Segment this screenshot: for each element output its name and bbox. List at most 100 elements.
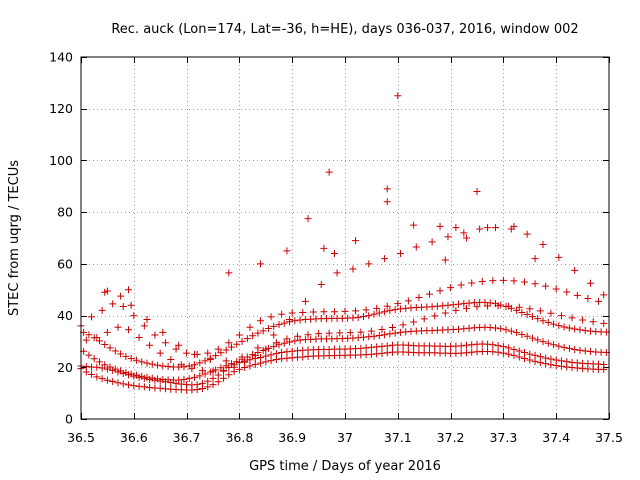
data-point <box>85 351 93 359</box>
data-point <box>473 303 481 311</box>
data-point <box>291 337 299 345</box>
data-point <box>93 373 101 381</box>
data-point <box>132 371 140 379</box>
data-point <box>584 295 592 303</box>
y-tick-labels: 0 20 40 60 80 100 120 140 <box>49 50 73 427</box>
data-point <box>552 285 560 293</box>
data-point <box>161 339 169 347</box>
data-point <box>552 356 560 364</box>
data-point <box>235 331 243 339</box>
data-point <box>489 348 497 356</box>
data-point <box>164 363 172 371</box>
data-point <box>484 340 492 348</box>
data-point <box>359 333 367 341</box>
data-point <box>536 307 544 315</box>
data-point <box>359 313 367 321</box>
data-point <box>510 351 518 359</box>
data-point <box>415 293 423 301</box>
data-point <box>130 382 138 390</box>
data-point <box>375 331 383 339</box>
data-point <box>404 297 412 305</box>
data-point <box>135 382 143 390</box>
x-tick-label: 36.7 <box>173 430 201 445</box>
data-point <box>576 346 584 354</box>
data-point <box>587 279 595 287</box>
data-point <box>383 185 391 193</box>
data-point <box>151 331 159 339</box>
data-point <box>349 314 357 322</box>
data-point <box>103 328 111 336</box>
x-tick-labels: 36.5 36.6 36.7 36.8 36.9 37 37.1 37.2 37.3 37.4 37… <box>67 430 623 445</box>
data-point <box>478 277 486 285</box>
data-point <box>563 358 571 366</box>
data-point <box>539 338 547 346</box>
data-point <box>154 375 162 383</box>
data-point <box>251 352 259 360</box>
data-point <box>206 356 214 364</box>
data-point <box>249 332 257 340</box>
data-point <box>600 360 608 368</box>
data-point <box>420 315 428 323</box>
data-point <box>542 354 550 362</box>
data-point <box>367 343 375 351</box>
data-point <box>198 367 206 375</box>
data-point <box>227 360 235 368</box>
data-point <box>547 355 555 363</box>
data-point <box>296 316 304 324</box>
data-point <box>88 371 96 379</box>
data-point <box>204 349 212 357</box>
data-point <box>444 301 452 309</box>
data-point <box>191 361 199 369</box>
data-point <box>196 359 204 367</box>
data-point <box>101 361 109 369</box>
data-point <box>243 335 251 343</box>
data-point <box>257 260 265 268</box>
data-point <box>528 313 536 321</box>
data-point <box>143 315 151 323</box>
data-point <box>354 334 362 342</box>
data-point <box>212 352 220 360</box>
data-point <box>167 356 175 364</box>
data-point <box>114 323 122 331</box>
data-point <box>484 224 492 232</box>
data-point <box>251 360 259 368</box>
data-point <box>225 339 233 347</box>
data-point <box>183 349 191 357</box>
data-point <box>491 224 499 232</box>
data-point <box>209 374 217 382</box>
data-point <box>235 365 243 373</box>
data-point <box>222 346 230 354</box>
data-point <box>465 299 473 307</box>
plot-frame <box>80 56 610 420</box>
data-point <box>93 334 101 342</box>
data-point <box>505 350 513 358</box>
data-point <box>518 330 526 338</box>
data-point <box>394 92 402 100</box>
data-point <box>117 350 125 358</box>
data-point <box>521 278 529 286</box>
data-point <box>505 302 513 310</box>
data-point <box>521 349 529 357</box>
data-point <box>90 355 98 363</box>
data-point <box>85 331 93 339</box>
data-point <box>209 381 217 389</box>
data-point <box>95 358 103 366</box>
data-point <box>264 325 272 332</box>
data-point <box>571 345 579 353</box>
data-point <box>378 326 386 334</box>
data-point <box>455 325 463 333</box>
data-point <box>449 301 457 309</box>
data-point <box>436 222 444 230</box>
y-tick-label: 60 <box>57 256 73 271</box>
data-point <box>436 287 444 295</box>
data-point <box>188 365 196 373</box>
data-point <box>373 304 381 312</box>
data-point <box>330 250 338 258</box>
data-point <box>452 306 460 314</box>
data-point <box>568 314 576 322</box>
data-point <box>396 305 404 313</box>
data-point <box>280 319 288 327</box>
data-point <box>103 376 111 384</box>
data-point <box>293 332 301 340</box>
y-tick-label: 80 <box>57 205 73 220</box>
